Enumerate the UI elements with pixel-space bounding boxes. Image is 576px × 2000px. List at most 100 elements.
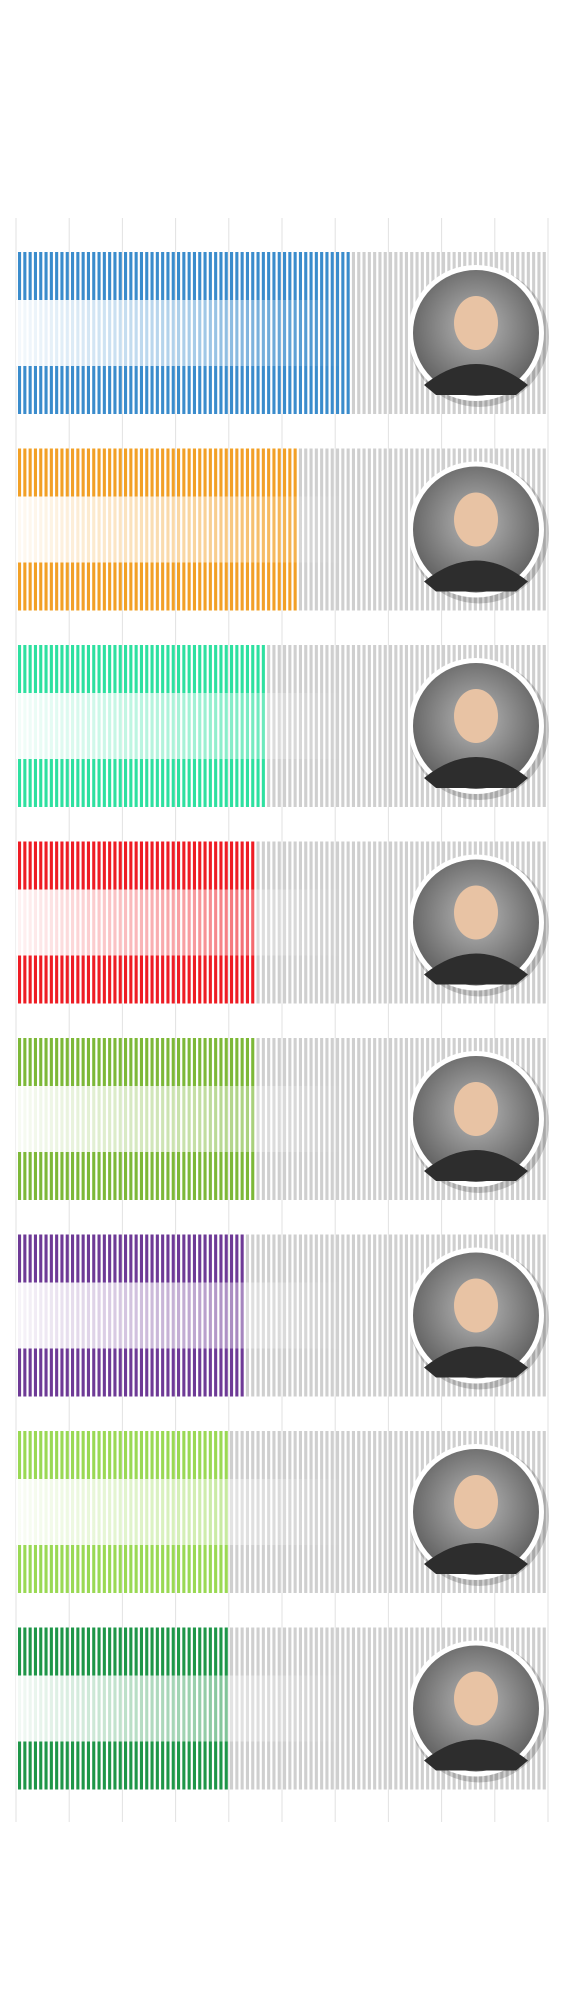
empty-segment [362,1627,366,1790]
empty-segment [542,645,546,807]
empty-segment [357,841,361,1004]
empty-segment [351,841,355,1004]
empty-segment [389,1234,393,1397]
empty-segment [346,645,350,807]
portrait-shoulders [424,953,528,985]
empty-segment [542,1627,546,1790]
empty-segment [404,1038,408,1200]
empty-segment [404,645,408,807]
portrait-shoulders [424,1543,528,1574]
bar-segment [346,252,350,414]
empty-segment [357,1234,361,1397]
empty-segment [373,1038,377,1200]
bar-fade-band [16,693,345,759]
empty-segment [362,252,366,414]
empty-segment [394,841,398,1004]
empty-segment [362,841,366,1004]
empty-segment [346,1431,350,1593]
empty-segment [383,1038,387,1200]
empty-segment [378,1431,382,1593]
portrait-shoulders [424,1739,528,1771]
empty-segment [351,1627,355,1790]
portrait-shoulders [424,1150,528,1181]
bar-fade-band [16,1479,345,1545]
empty-segment [351,1431,355,1593]
man-short-hair-portrait [408,265,549,407]
empty-segment [378,1234,382,1397]
empty-segment [389,1038,393,1200]
empty-segment [399,1234,403,1397]
empty-segment [404,448,408,611]
portrait-face [454,492,498,547]
empty-segment [367,448,371,611]
empty-segment [383,1234,387,1397]
empty-segment [394,645,398,807]
bar-fade-band [16,1086,345,1152]
empty-segment [389,1627,393,1790]
empty-segment [373,252,377,414]
empty-segment [399,1431,403,1593]
empty-segment [378,645,382,807]
portrait-shoulders [424,757,528,788]
empty-segment [367,645,371,807]
bar-fade-band [16,300,345,366]
portrait-shoulders [424,1346,528,1378]
empty-segment [383,1431,387,1593]
empty-segment [378,841,382,1004]
empty-segment [383,252,387,414]
portrait-face [454,1671,498,1726]
empty-segment [378,1038,382,1200]
empty-segment [373,1431,377,1593]
empty-segment [373,1627,377,1790]
empty-segment [389,841,393,1004]
empty-segment [404,1431,408,1593]
empty-segment [399,252,403,414]
empty-segment [367,1038,371,1200]
empty-segment [362,1431,366,1593]
portrait-face [454,885,498,940]
portrait-shoulders [424,364,528,395]
empty-segment [378,252,382,414]
woman-dark-hair-portrait [408,1051,549,1193]
empty-segment [362,1038,366,1200]
empty-segment [394,1627,398,1790]
empty-segment [542,1234,546,1397]
empty-segment [362,645,366,807]
empty-segment [362,448,366,611]
empty-segment [383,841,387,1004]
empty-segment [346,1234,350,1397]
empty-segment [404,1627,408,1790]
empty-segment [351,252,355,414]
empty-segment [399,841,403,1004]
empty-segment [373,645,377,807]
empty-segment [351,645,355,807]
empty-segment [542,841,546,1004]
empty-segment [346,1038,350,1200]
empty-segment [351,1038,355,1200]
empty-segment [351,1234,355,1397]
bar-fade-band [16,889,345,956]
empty-segment [346,841,350,1004]
portrait-face [454,1278,498,1333]
empty-segment [357,448,361,611]
empty-segment [404,1234,408,1397]
empty-segment [404,841,408,1004]
empty-segment [378,1627,382,1790]
empty-segment [394,1038,398,1200]
empty-segment [389,1431,393,1593]
empty-segment [394,252,398,414]
empty-segment [373,448,377,611]
woman-long-hair-portrait [408,1247,549,1390]
empty-segment [394,448,398,611]
portrait-face [454,689,498,743]
empty-segment [542,448,546,611]
empty-segment [367,1627,371,1790]
empty-segment [542,1038,546,1200]
empty-segment [399,448,403,611]
empty-segment [367,1234,371,1397]
empty-segment [357,1627,361,1790]
bar-fade-band [16,1675,345,1742]
empty-segment [373,1234,377,1397]
